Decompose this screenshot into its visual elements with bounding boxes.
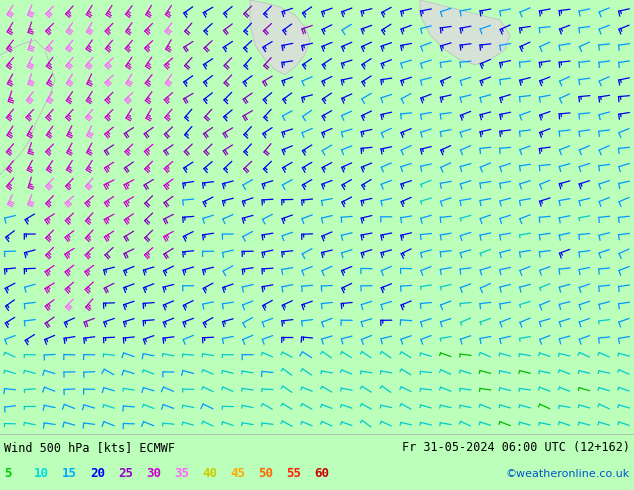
Text: 15: 15 [62,467,77,480]
Text: 30: 30 [146,467,161,480]
Text: 25: 25 [118,467,133,480]
Text: 35: 35 [174,467,189,480]
Text: 5: 5 [4,467,11,480]
Text: 10: 10 [34,467,49,480]
Polygon shape [420,0,510,65]
Text: 55: 55 [286,467,301,480]
Text: 60: 60 [314,467,329,480]
Text: 40: 40 [202,467,217,480]
Text: 20: 20 [90,467,105,480]
Text: ©weatheronline.co.uk: ©weatheronline.co.uk [506,469,630,479]
Text: 45: 45 [230,467,245,480]
Text: 50: 50 [258,467,273,480]
Polygon shape [250,0,310,75]
Text: Fr 31-05-2024 06:00 UTC (12+162): Fr 31-05-2024 06:00 UTC (12+162) [402,441,630,454]
Text: Wind 500 hPa [kts] ECMWF: Wind 500 hPa [kts] ECMWF [4,441,175,454]
